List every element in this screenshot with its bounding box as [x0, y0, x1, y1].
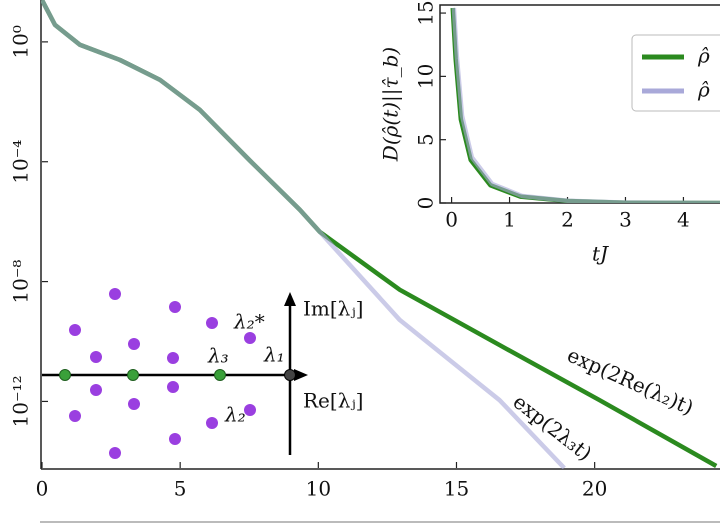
x-tick-label: 15: [444, 477, 469, 501]
x-tick-label: 20: [582, 477, 607, 501]
steady-state: [284, 369, 296, 381]
arrow: [284, 292, 296, 306]
series-line: [41, 0, 566, 469]
x-tick-label: 0: [36, 477, 49, 501]
lambda-label: λ₃: [207, 344, 229, 368]
x-tick-label: 5: [174, 477, 187, 501]
eigenvalues: [69, 288, 256, 459]
y-tick-label: 15: [414, 0, 438, 25]
x-tick-label: 4: [677, 208, 690, 232]
legend: ρ̂ ρ̂: [631, 34, 720, 112]
lambda-label: λ₂*: [233, 310, 265, 334]
eigenvalue-diagram: Im[λⱼ] Re[λⱼ] λ₁ λ₂ λ₂* λ₃: [42, 288, 363, 459]
x-tick-label: 2: [561, 208, 574, 232]
lambda-label: λ₁: [263, 343, 285, 367]
y-axis-label: D(ρ̂(t)||τ̂_b): [379, 47, 404, 162]
x-tick-label: 3: [619, 208, 632, 232]
legend-label: ρ̂: [697, 78, 710, 102]
y-tick-label: 10⁻⁸: [9, 260, 33, 304]
x-tick-label: 1: [503, 208, 516, 232]
y-tick-label: 0: [414, 197, 438, 210]
legend-label: ρ̂: [697, 44, 710, 68]
y-tick-label: 10: [414, 64, 438, 89]
series-line: [451, 7, 720, 203]
y-tick-label: 10⁰: [9, 25, 33, 58]
im-label: Im[λⱼ]: [303, 297, 363, 321]
real-eigenvalues: [59, 369, 226, 381]
y-tick-label: 10⁻⁴: [9, 140, 33, 184]
x-tick-label: 0: [445, 208, 458, 232]
x-tick-label: 10: [306, 477, 331, 501]
x-axis-label: tJ: [592, 242, 609, 266]
inset-plot: D(ρ̂(t)||τ̂_b) tJ 0 1 2 3 4 0 5 10 15: [379, 0, 720, 268]
re-label: Re[λⱼ]: [303, 389, 363, 413]
arrow: [294, 369, 308, 381]
y-tick-label: 10⁻¹²: [9, 375, 33, 427]
lambda-label: λ₂: [224, 403, 246, 427]
y-tick-label: 5: [414, 133, 438, 146]
